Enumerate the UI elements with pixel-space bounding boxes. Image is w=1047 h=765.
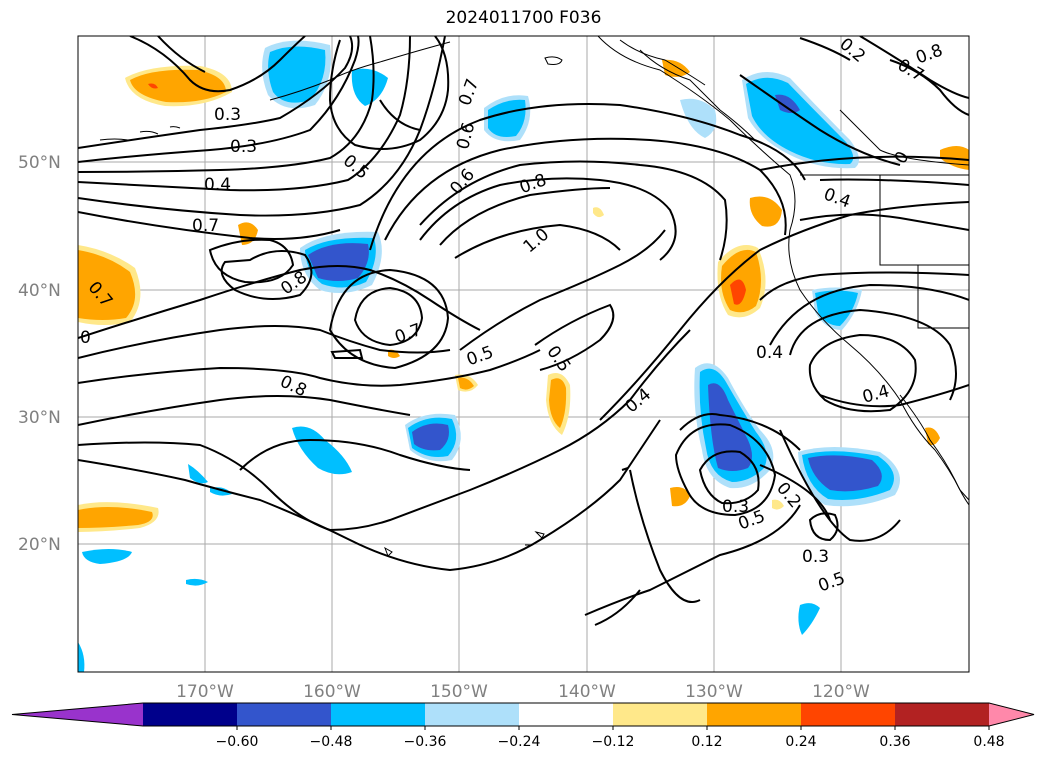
lon-label: 130°W [685,682,743,702]
colorbar-tick-label: −0.12 [592,734,635,750]
colorbar-swatch [707,703,802,726]
colorbar: −0.60 −0.48 −0.36 −0.24 −0.12 0.12 0.24 0.36 0.4… [11,702,1035,750]
lon-label: 140°W [558,682,616,702]
contour-label: 0.3 [214,105,241,125]
colorbar-extend-high [989,703,1034,726]
contour-label: 0.3 [722,497,749,517]
colorbar-extend-low [12,703,143,726]
lat-label: 30°N [18,408,61,428]
contour-label: 0 [80,328,91,348]
lat-label: 40°N [18,281,61,301]
colorbar-tick-label: 0.24 [785,734,816,750]
plot-area: 0.3 0.3 0.4 0.7 0.8 0.7 0.6 0.5 0.6 0.7 … [78,36,969,672]
colorbar-tick-label: −0.24 [498,734,541,750]
colorbar-swatch [143,703,238,726]
positive-shading [78,59,969,532]
contour-label: 0.4 [204,175,231,195]
colorbar-tick-label: 0.36 [879,734,910,750]
colorbar-tick-label: −0.48 [310,734,353,750]
lon-label: 150°W [430,682,488,702]
colorbar-swatch [613,703,708,726]
contour-lines [78,36,969,626]
colorbar-tick-label: −0.60 [216,734,259,750]
map-title: 2024011700 F036 [445,8,602,28]
lon-label: 170°W [176,682,234,702]
colorbar-tick-label: −0.36 [404,734,447,750]
colorbar-swatch [425,703,520,726]
lon-label: 160°W [303,682,361,702]
colorbar-swatch [331,703,426,726]
contour-label: 0.4 [756,343,783,363]
colorbar-swatch [519,703,614,726]
contour-label: 0.3 [802,547,829,567]
colorbar-swatch [237,703,332,726]
latitude-labels: 50°N 40°N 30°N 20°N [18,153,61,555]
colorbar-tick-label: 0.48 [973,734,1004,750]
lat-label: 20°N [18,535,61,555]
plot-frame [77,35,970,673]
colorbar-swatch [895,703,990,726]
colorbar-swatch [801,703,896,726]
lat-label: 50°N [18,153,61,173]
contour-label: 0.7 [192,216,219,236]
coastlines [99,36,969,557]
longitude-labels: 170°W 160°W 150°W 140°W 130°W 120°W [176,682,870,702]
lon-label: 120°W [812,682,870,702]
colorbar-tick-label: 0.12 [691,734,722,750]
contour-label: 0.3 [230,137,257,157]
colorbar-outline [11,702,1035,727]
